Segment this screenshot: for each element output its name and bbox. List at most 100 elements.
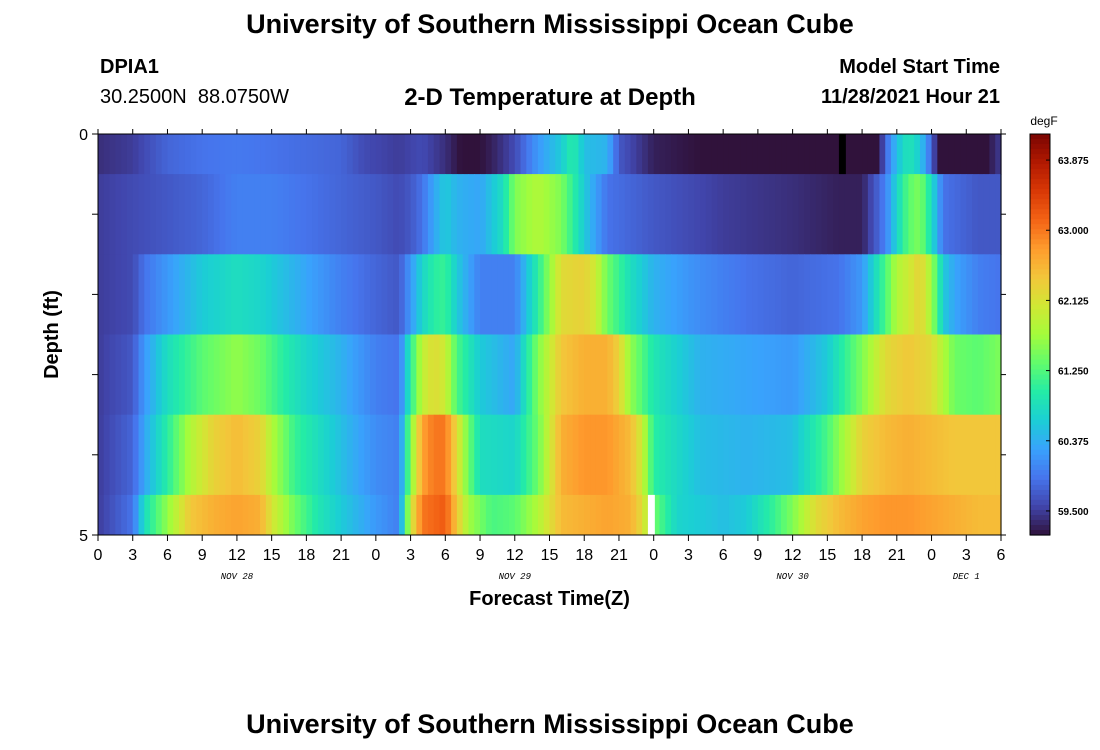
heatmap-cell-bottom bbox=[937, 494, 944, 536]
heatmap-cell-layer-3 bbox=[972, 334, 979, 416]
heatmap-cell-layer-4 bbox=[804, 414, 811, 496]
heatmap-cell-surface bbox=[202, 134, 209, 175]
heatmap-cell-layer-1 bbox=[277, 174, 284, 255]
colorbar-segment bbox=[1030, 199, 1050, 205]
heatmap-cell-layer-1 bbox=[781, 174, 788, 255]
x-tick-label: 6 bbox=[441, 547, 450, 564]
heatmap-cell-bottom bbox=[734, 494, 742, 536]
heatmap-cell-bottom bbox=[312, 494, 319, 536]
colorbar-segment bbox=[1030, 229, 1050, 235]
heatmap-cell-bottom bbox=[306, 494, 313, 536]
heatmap-cell-layer-3 bbox=[225, 334, 232, 416]
heatmap-cell-layer-4 bbox=[960, 414, 967, 496]
heatmap-cell-layer-2 bbox=[503, 254, 510, 335]
heatmap-cell-bottom bbox=[456, 494, 464, 536]
heatmap-cell-bottom bbox=[781, 494, 788, 536]
heatmap-cell-layer-1 bbox=[995, 174, 1002, 255]
heatmap-cell-layer-4 bbox=[682, 414, 690, 496]
heatmap-cell-surface bbox=[155, 134, 163, 175]
heatmap-cell-surface bbox=[480, 134, 487, 175]
heatmap-cell-layer-1 bbox=[445, 174, 452, 255]
colorbar-segment bbox=[1030, 354, 1050, 361]
heatmap-cell-layer-2 bbox=[653, 254, 661, 335]
heatmap-cell-surface bbox=[150, 134, 157, 175]
heatmap-cell-bottom bbox=[688, 494, 695, 536]
heatmap-cell-layer-2 bbox=[173, 254, 180, 335]
heatmap-cell-layer-2 bbox=[138, 254, 145, 335]
heatmap-cell-layer-4 bbox=[647, 414, 655, 496]
heatmap-cell-layer-4 bbox=[491, 414, 499, 496]
heatmap-cell-surface bbox=[636, 134, 643, 175]
heatmap-cell-surface bbox=[781, 134, 788, 175]
heatmap-cell-layer-3 bbox=[636, 334, 643, 416]
heatmap-cell-bottom bbox=[393, 494, 400, 536]
heatmap-cell-layer-4 bbox=[590, 414, 597, 496]
heatmap-cell-layer-1 bbox=[462, 174, 470, 255]
heatmap-cell-layer-3 bbox=[954, 334, 962, 416]
heatmap-cell-surface bbox=[572, 134, 580, 175]
heatmap-cell-surface bbox=[879, 134, 886, 175]
colorbar-segment bbox=[1030, 144, 1050, 150]
heatmap-cell-layer-3 bbox=[526, 334, 533, 416]
colorbar-segment bbox=[1030, 504, 1050, 511]
heatmap-cell-layer-1 bbox=[323, 174, 331, 255]
heatmap-cell-bottom bbox=[207, 494, 215, 536]
heatmap-cell-layer-1 bbox=[943, 174, 950, 255]
heatmap-cell-layer-3 bbox=[618, 334, 626, 416]
heatmap-cell-bottom bbox=[549, 494, 556, 536]
heatmap-cell-bottom bbox=[410, 494, 417, 536]
heatmap-cell-bottom bbox=[989, 494, 996, 536]
heatmap-cell-layer-3 bbox=[873, 334, 881, 416]
heatmap-cell-layer-3 bbox=[364, 334, 371, 416]
heatmap-cell-layer-1 bbox=[271, 174, 279, 255]
heatmap-cell-layer-1 bbox=[792, 174, 800, 255]
heatmap-cell-bottom bbox=[555, 494, 562, 536]
heatmap-cell-surface bbox=[647, 134, 655, 175]
heatmap-cell-surface bbox=[387, 134, 394, 175]
heatmap-cell-surface bbox=[873, 134, 881, 175]
heatmap-cell-layer-1 bbox=[850, 174, 857, 255]
heatmap-cell-bottom bbox=[254, 494, 261, 536]
heatmap-cell-layer-4 bbox=[341, 414, 348, 496]
heatmap-cell-layer-3 bbox=[914, 334, 921, 416]
heatmap-cell-layer-3 bbox=[358, 334, 365, 416]
x-tick-label: 0 bbox=[649, 547, 658, 564]
heatmap-cell-layer-4 bbox=[173, 414, 180, 496]
heatmap-cell-layer-2 bbox=[179, 254, 186, 335]
heatmap-cell-layer-1 bbox=[618, 174, 626, 255]
heatmap-cell-layer-4 bbox=[364, 414, 371, 496]
heatmap-cell-bottom bbox=[925, 494, 933, 536]
colorbar-segment bbox=[1030, 329, 1050, 336]
heatmap-cell-layer-2 bbox=[769, 254, 776, 335]
heatmap-cell-layer-2 bbox=[115, 254, 122, 335]
heatmap-cell-bottom bbox=[289, 494, 296, 536]
heatmap-cell-layer-1 bbox=[977, 174, 985, 255]
heatmap-cell-layer-3 bbox=[416, 334, 423, 416]
heatmap-cell-surface bbox=[815, 134, 823, 175]
heatmap-cell-surface bbox=[404, 134, 412, 175]
colorbar-segment bbox=[1030, 529, 1050, 536]
heatmap-cell-layer-2 bbox=[543, 254, 551, 335]
heatmap-cell-layer-2 bbox=[856, 254, 863, 335]
heatmap-cell-surface bbox=[520, 134, 527, 175]
heatmap-cell-bottom bbox=[682, 494, 690, 536]
heatmap-cell-surface bbox=[908, 134, 915, 175]
heatmap-cell-layer-4 bbox=[150, 414, 157, 496]
heatmap-cell-layer-3 bbox=[671, 334, 678, 416]
axes: 0 3 6 9 12 15 18 21 0 3 6 9 12 15 18 21 0 3 6 9 12 15 18 21 0 3 6 N… bbox=[79, 127, 1006, 582]
heatmap-cell-layer-2 bbox=[155, 254, 163, 335]
heatmap-cell-layer-2 bbox=[294, 254, 302, 335]
heatmap-cell-layer-4 bbox=[503, 414, 510, 496]
heatmap-cell-bottom bbox=[908, 494, 915, 536]
heatmap-cell-layer-3 bbox=[850, 334, 857, 416]
heatmap-cell-surface bbox=[925, 134, 933, 175]
heatmap-cell-layer-1 bbox=[653, 174, 661, 255]
heatmap-cell-surface bbox=[248, 134, 255, 175]
heatmap-cell-surface bbox=[786, 134, 794, 175]
heatmap-cell-bottom bbox=[873, 494, 881, 536]
colorbar-segment bbox=[1030, 509, 1050, 516]
heatmap-cell-layer-3 bbox=[919, 334, 927, 416]
heatmap-cell-bottom bbox=[798, 494, 805, 536]
heatmap-cell-layer-4 bbox=[781, 414, 788, 496]
heatmap-cell-layer-1 bbox=[694, 174, 701, 255]
